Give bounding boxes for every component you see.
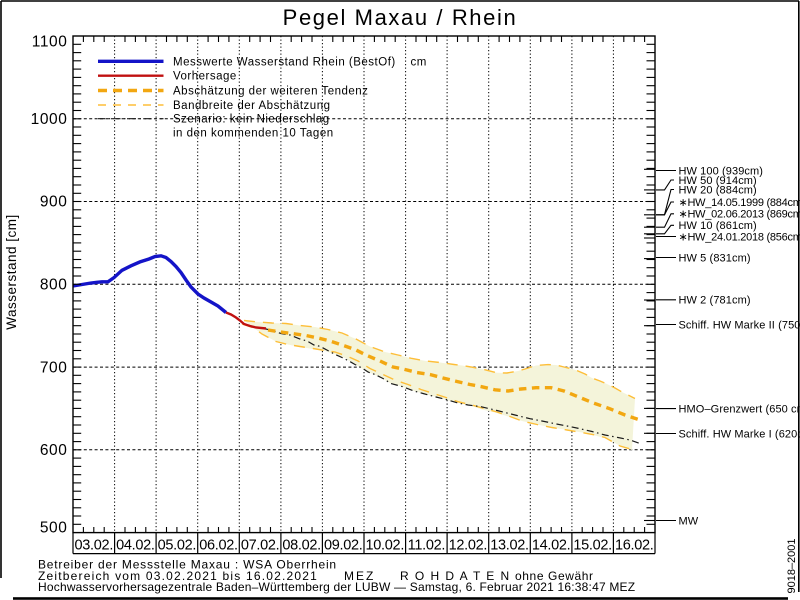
svg-text:10.02.: 10.02. bbox=[366, 538, 405, 554]
svg-text:HMO–Grenzwert (650 cm): HMO–Grenzwert (650 cm) bbox=[679, 403, 800, 415]
svg-text:700: 700 bbox=[40, 359, 68, 376]
svg-text:Szenario: kein Niederschlag: Szenario: kein Niederschlag bbox=[173, 114, 330, 126]
svg-text:MEZ: MEZ bbox=[344, 569, 375, 583]
svg-text:Abschätzung der weiteren Tende: Abschätzung der weiteren Tendenz bbox=[173, 86, 368, 98]
svg-text:500: 500 bbox=[40, 520, 68, 537]
svg-text:cm: cm bbox=[411, 56, 427, 68]
svg-text:Messwerte Wasserstand Rhein (B: Messwerte Wasserstand Rhein (BestOf) bbox=[173, 56, 396, 68]
svg-text:∗HW_02.06.2013 (869cm): ∗HW_02.06.2013 (869cm) bbox=[679, 209, 800, 221]
svg-text:03.02.: 03.02. bbox=[75, 538, 114, 554]
svg-text:16.02.: 16.02. bbox=[615, 538, 654, 554]
svg-text:12.02.: 12.02. bbox=[449, 538, 488, 554]
svg-text:1000: 1000 bbox=[31, 111, 68, 128]
svg-text:600: 600 bbox=[40, 442, 68, 459]
svg-text:Pegel Maxau / Rhein: Pegel Maxau / Rhein bbox=[283, 5, 518, 30]
svg-text:1100: 1100 bbox=[32, 34, 68, 51]
svg-text:Schiff. HW Marke I (620cm): Schiff. HW Marke I (620cm) bbox=[679, 428, 800, 440]
svg-text:11.02.: 11.02. bbox=[408, 538, 445, 554]
svg-text:R O H D A T E N: R O H D A T E N bbox=[400, 569, 511, 583]
svg-text:9018–2001: 9018–2001 bbox=[786, 538, 798, 593]
svg-text:Schiff. HW Marke II (750cm): Schiff. HW Marke II (750cm) bbox=[679, 319, 800, 331]
svg-text:HW 20 (884cm): HW 20 (884cm) bbox=[679, 184, 757, 196]
svg-text:15.02.: 15.02. bbox=[573, 538, 612, 554]
svg-text:MW: MW bbox=[679, 515, 699, 527]
svg-text:HW 2 (781cm): HW 2 (781cm) bbox=[679, 295, 751, 307]
svg-text:07.02.: 07.02. bbox=[241, 538, 280, 554]
svg-text:05.02.: 05.02. bbox=[158, 538, 197, 554]
svg-text:Hochwasservorhersagezentrale B: Hochwasservorhersagezentrale Baden–Württ… bbox=[38, 580, 635, 594]
svg-text:04.02.: 04.02. bbox=[116, 538, 155, 554]
svg-text:Zeitbereich vom 03.02.2021 bis: Zeitbereich vom 03.02.2021 bis 16.02.202… bbox=[38, 569, 318, 583]
svg-text:900: 900 bbox=[40, 194, 68, 211]
svg-text:Wasserstand [cm]: Wasserstand [cm] bbox=[4, 214, 19, 330]
svg-text:800: 800 bbox=[40, 277, 68, 294]
svg-text:Betreiber der Messstelle Maxau: Betreiber der Messstelle Maxau : WSA Obe… bbox=[38, 558, 337, 572]
svg-text:ohne Gewähr: ohne Gewähr bbox=[515, 569, 594, 583]
svg-text:Bandbreite der Abschätzung: Bandbreite der Abschätzung bbox=[173, 100, 331, 112]
svg-text:14.02.: 14.02. bbox=[532, 538, 571, 554]
svg-text:in den kommenden 10 Tagen: in den kommenden 10 Tagen bbox=[173, 128, 334, 140]
svg-text:HW 100 (939cm): HW 100 (939cm) bbox=[679, 165, 764, 177]
svg-text:∗HW_24.01.2018 (856cm): ∗HW_24.01.2018 (856cm) bbox=[679, 231, 800, 243]
svg-text:HW 5 (831cm): HW 5 (831cm) bbox=[679, 252, 751, 264]
svg-text:06.02.: 06.02. bbox=[199, 538, 238, 554]
svg-text:∗HW_14.05.1999 (884cm): ∗HW_14.05.1999 (884cm) bbox=[679, 197, 800, 209]
svg-text:HW 10 (861cm): HW 10 (861cm) bbox=[679, 220, 757, 232]
svg-text:13.02.: 13.02. bbox=[490, 538, 529, 554]
svg-text:08.02.: 08.02. bbox=[282, 538, 321, 554]
svg-text:09.02.: 09.02. bbox=[324, 538, 363, 554]
svg-text:Vorhersage: Vorhersage bbox=[173, 71, 237, 83]
svg-text:HW 50 (914cm): HW 50 (914cm) bbox=[679, 175, 757, 187]
